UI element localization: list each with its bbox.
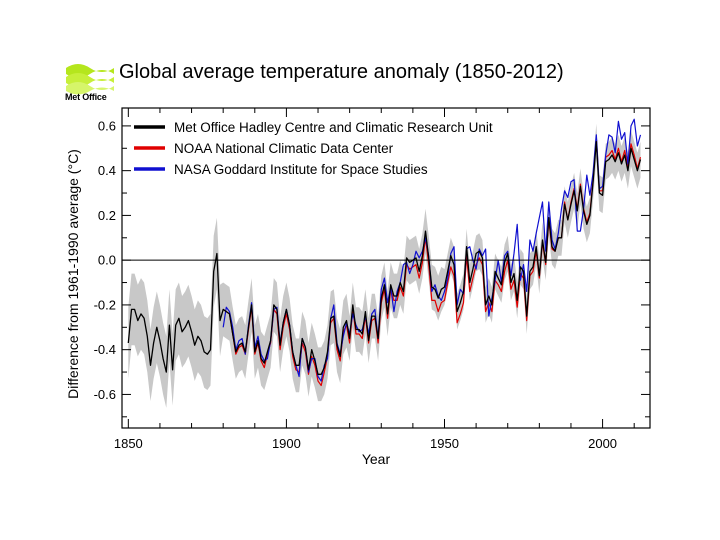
series-line-hadcrut bbox=[127, 140, 642, 375]
y-tick-label: 0.4 bbox=[98, 163, 116, 178]
legend-label-hadcrut: Met Office Hadley Centre and Climatic Re… bbox=[174, 120, 493, 135]
uncertainty-band bbox=[128, 123, 641, 408]
x-tick-label: 2000 bbox=[588, 436, 617, 451]
met-office-logo-icon bbox=[66, 64, 114, 95]
header: Met Office Global average temperature an… bbox=[64, 58, 704, 104]
y-tick-label: -0.2 bbox=[94, 297, 116, 312]
x-tick-label: 1950 bbox=[430, 436, 459, 451]
x-tick-label: 1900 bbox=[272, 436, 301, 451]
page-title: Global average temperature anomaly (1850… bbox=[119, 61, 564, 83]
legend-label-nasa: NASA Goddard Institute for Space Studies bbox=[174, 162, 428, 177]
series-line-nasa bbox=[222, 118, 642, 382]
x-tick-label: 1850 bbox=[114, 436, 143, 451]
logo-text: Met Office bbox=[65, 92, 107, 102]
y-tick-label: 0.6 bbox=[98, 118, 116, 133]
plot-frame bbox=[121, 107, 651, 429]
y-axis-label: Difference from 1961-1990 average (°C) bbox=[65, 149, 81, 399]
y-tick-label: 0.0 bbox=[98, 253, 116, 268]
y-tick-label: -0.4 bbox=[94, 342, 116, 357]
y-tick-label: -0.6 bbox=[94, 387, 116, 402]
y-tick-label: 0.2 bbox=[98, 208, 116, 223]
x-axis-label: Year bbox=[362, 451, 391, 467]
legend-label-noaa: NOAA National Climatic Data Center bbox=[174, 141, 394, 156]
